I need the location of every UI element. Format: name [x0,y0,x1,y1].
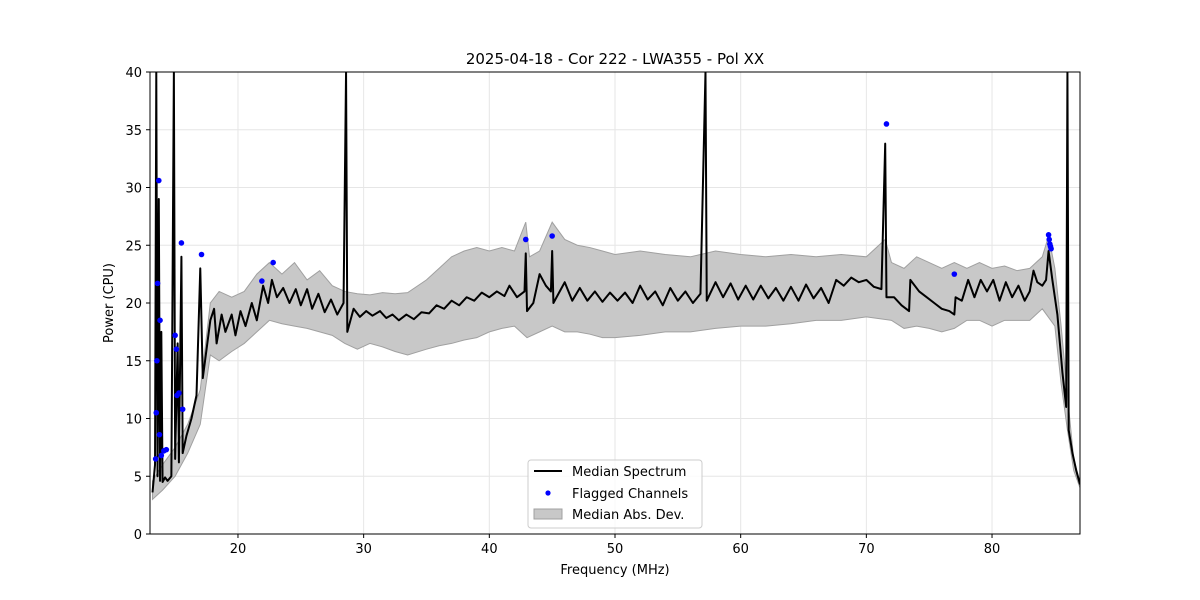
flagged-points-layer [152,121,1054,462]
x-tick-label: 50 [607,542,624,557]
legend-median-label: Median Spectrum [572,465,686,480]
legend-mad-swatch [533,508,563,520]
flagged-channel-point [522,236,529,243]
x-tick-label: 70 [858,542,875,557]
flagged-channel-point [951,271,958,277]
flagged-channel-point [152,456,159,462]
flagged-channel-point [198,251,205,258]
flagged-channel-point [154,280,161,287]
y-tick-label: 40 [125,66,142,81]
flagged-channel-point [1045,232,1052,238]
flagged-channel-point [158,452,165,459]
flagged-channel-point [549,233,555,239]
x-tick-label: 20 [230,542,247,557]
y-tick-label: 15 [125,355,142,370]
y-tick-label: 10 [125,413,142,428]
median-spectrum-line [151,72,1080,493]
y-axis-ticks: 0 5 10 15 20 25 30 35 40 [125,66,150,543]
y-tick-label: 20 [125,297,142,312]
flagged-channel-point [176,390,182,396]
legend: Median Spectrum Flagged Channels Median … [527,459,703,529]
flagged-channel-point [178,240,185,246]
legend-mad-label: Median Abs. Dev. [572,508,684,523]
y-tick-label: 30 [125,182,142,197]
legend-flagged-swatch [545,490,551,496]
flagged-channel-point [157,317,163,324]
x-tick-label: 80 [984,542,1001,557]
flagged-channel-point [270,259,276,266]
flagged-channel-point [156,431,163,438]
legend-flagged-label: Flagged Channels [572,487,688,502]
y-axis-label: Power (CPU) [102,263,117,343]
flagged-channel-point [179,406,186,413]
flagged-channel-point [173,346,180,353]
flagged-channel-point [153,409,160,416]
x-axis-label: Frequency (MHz) [560,563,669,578]
flagged-channel-point [883,121,890,127]
flagged-channel-point [163,446,170,453]
x-tick-label: 60 [732,542,749,557]
median-line-layer [151,72,1080,493]
x-tick-label: 40 [481,542,498,557]
chart-title: 2025-04-18 - Cor 222 - LWA355 - Pol XX [466,50,764,68]
x-tick-label: 30 [355,542,372,557]
y-tick-label: 0 [134,528,142,543]
flagged-channel-point [259,278,265,284]
x-axis-ticks: 20 30 40 50 60 70 80 [230,534,1001,557]
legend-box [527,459,703,529]
flagged-channel-point [1048,245,1054,252]
flagged-channel-point [172,332,178,339]
flagged-channel-point [1046,236,1053,243]
flagged-channel-point [154,357,160,364]
y-tick-label: 25 [125,239,142,254]
flagged-channel-point [155,177,162,184]
y-tick-label: 5 [134,470,142,485]
y-tick-label: 35 [125,124,142,139]
